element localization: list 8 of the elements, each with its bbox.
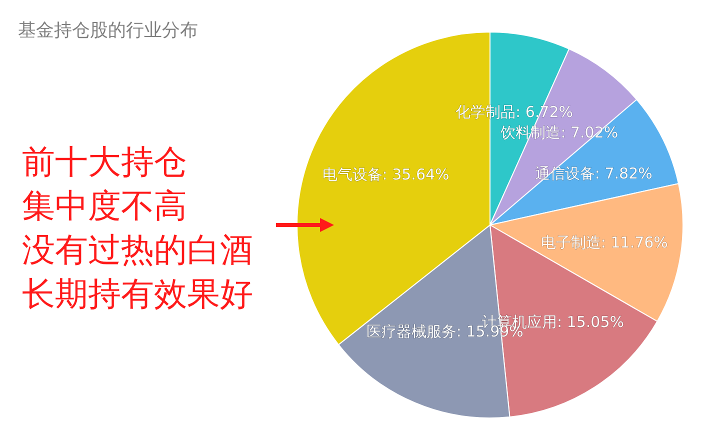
text: 前十大持仓 [22, 141, 187, 183]
text: 没有过热的白酒 [22, 229, 253, 271]
text: 集中度不高 [22, 185, 187, 227]
slice-label: 电子制造: 11.76% [540, 234, 668, 252]
text: 基金持仓股的行业分布 [18, 19, 198, 42]
slice-label: 电气设备: 35.64% [322, 166, 450, 184]
text: 长期持有效果好 [22, 273, 253, 315]
slice-label: 通信设备: 7.82% [534, 164, 652, 182]
